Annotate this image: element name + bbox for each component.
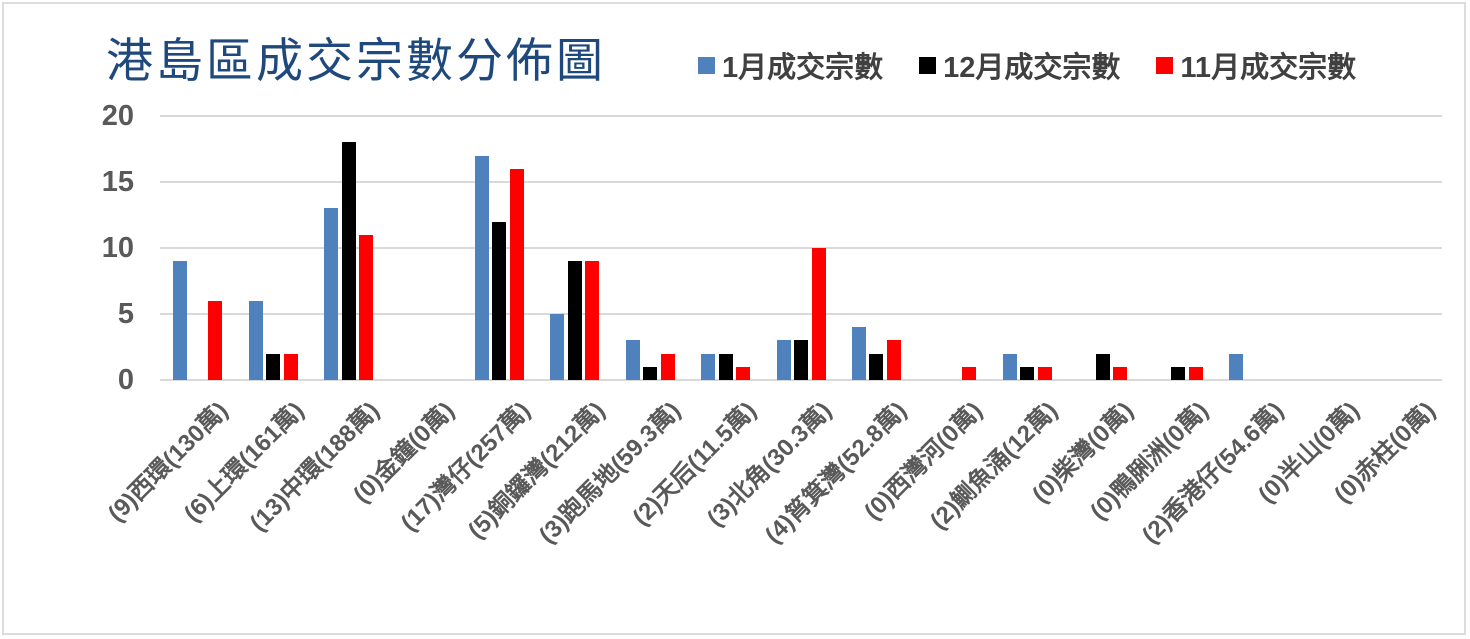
bar-12月成交宗數-13 [1171,366,1186,380]
bar-11月成交宗數-0 [208,300,223,380]
bar-11月成交宗數-11 [1037,366,1052,380]
bar-11月成交宗數-12 [1113,366,1128,380]
bar-12月成交宗數-4 [492,221,507,380]
legend-item-dec: 12月成交宗數 [919,44,1120,86]
y-tick-label: 15 [101,166,134,198]
bar-1月成交宗數-14 [1229,353,1243,380]
legend-swatch-dec-icon [919,56,937,74]
bar-11月成交宗數-7 [736,366,751,380]
bar-12月成交宗數-5 [567,261,582,380]
bar-11月成交宗數-1 [283,353,298,380]
bar-11月成交宗數-8 [811,248,826,380]
gridline [160,313,1442,315]
bar-11月成交宗數-5 [585,261,600,380]
legend-swatch-jan-icon [698,56,715,74]
bar-1月成交宗數-7 [701,353,716,380]
y-tick-label: 10 [101,232,134,264]
legend-label-nov: 11月成交宗數 [1180,52,1357,84]
legend-swatch-nov-icon [1156,56,1174,74]
gridline [160,247,1442,249]
bar-12月成交宗數-11 [1020,366,1035,380]
bar-11月成交宗數-9 [886,340,901,380]
x-axis-line [160,379,1442,381]
bar-1月成交宗數-9 [851,327,866,380]
legend-item-jan: 1月成交宗數 [698,44,883,86]
bar-1月成交宗數-8 [776,340,791,380]
chart-legend: 1月成交宗數 12月成交宗數 11月成交宗數 [698,44,1356,86]
legend-label-jan: 1月成交宗數 [722,52,884,84]
bar-1月成交宗數-2 [324,208,338,380]
bar-12月成交宗數-1 [266,353,281,380]
y-tick-label: 5 [117,298,134,330]
bar-12月成交宗數-9 [869,353,884,380]
bar-11月成交宗數-2 [359,234,373,380]
bar-12月成交宗數-7 [718,353,733,380]
gridline [160,181,1442,183]
bar-1月成交宗數-5 [550,314,565,380]
bar-1月成交宗數-4 [474,155,489,380]
bar-11月成交宗數-13 [1188,366,1203,380]
bar-1月成交宗數-1 [248,300,263,380]
bar-11月成交宗數-4 [509,168,524,380]
bar-1月成交宗數-11 [1002,353,1017,380]
bar-11月成交宗數-10 [962,366,977,380]
y-tick-label: 0 [117,364,134,396]
bar-12月成交宗數-6 [643,366,658,380]
chart-title: 港島區成交宗數分佈圖 [106,34,606,89]
bar-1月成交宗數-6 [625,340,640,380]
gridline [160,115,1442,117]
bar-12月成交宗數-2 [341,142,356,380]
bar-11月成交宗數-6 [660,353,675,380]
bar-1月成交宗數-0 [173,261,188,380]
bar-12月成交宗數-8 [794,340,808,380]
legend-item-nov: 11月成交宗數 [1156,44,1356,86]
y-tick-label: 20 [101,100,134,132]
legend-label-dec: 12月成交宗數 [943,52,1121,84]
bar-12月成交宗數-12 [1095,353,1110,380]
